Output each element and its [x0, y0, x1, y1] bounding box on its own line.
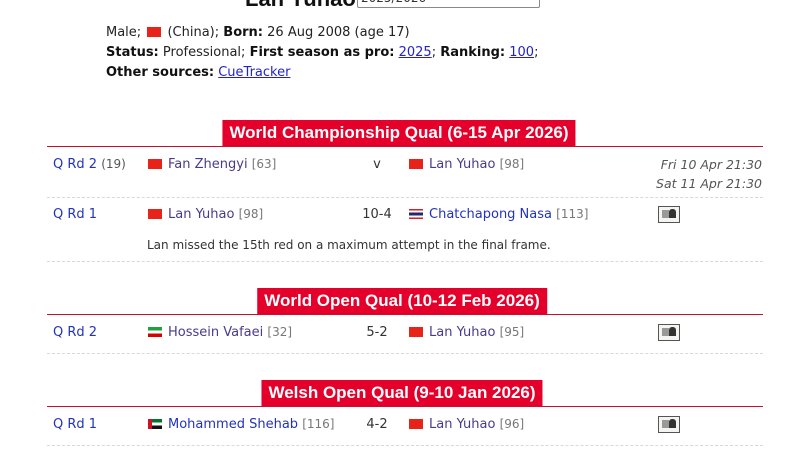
player-1[interactable]: Mohammed Shehab [116]	[148, 417, 334, 432]
frame-scores-icon[interactable]	[658, 206, 680, 223]
profile-line-1: Male; (China); Born: 26 Aug 2008 (age 17…	[106, 25, 410, 40]
event-header[interactable]: World Open Qual (10-12 Feb 2026)	[257, 288, 547, 314]
player-2[interactable]: Lan Yuhao [95]	[409, 325, 524, 340]
player-2[interactable]: Lan Yuhao [96]	[409, 417, 524, 432]
round-link[interactable]: Q Rd 1	[53, 417, 98, 432]
thailand-flag-icon	[409, 209, 423, 219]
iran-flag-icon	[148, 327, 162, 337]
cuetracker-link[interactable]: CueTracker	[218, 65, 291, 80]
match-score: v	[373, 157, 381, 172]
match-score: 5-2	[366, 325, 388, 340]
row-divider	[47, 261, 763, 262]
round-link[interactable]: Q Rd 1	[53, 207, 98, 222]
player-1[interactable]: Fan Zhengyi [63]	[148, 157, 276, 172]
china-flag-icon	[147, 27, 162, 37]
event-header[interactable]: Welsh Open Qual (9-10 Jan 2026)	[261, 380, 543, 406]
row-divider	[47, 197, 763, 198]
section-divider	[47, 406, 763, 407]
row-divider	[47, 445, 763, 446]
match-note: Lan missed the 15th red on a maximum att…	[147, 238, 551, 252]
round-link[interactable]: Q Rd 2 (19)	[53, 157, 126, 172]
player-1[interactable]: Lan Yuhao [98]	[148, 207, 263, 222]
profile-line-2: Status: Professional; First season as pr…	[106, 45, 539, 60]
china-flag-icon	[148, 209, 162, 219]
round-link[interactable]: Q Rd 2	[53, 325, 98, 340]
match-score: 10-4	[362, 207, 392, 222]
frame-scores-icon[interactable]	[658, 416, 680, 433]
row-divider	[47, 353, 763, 354]
player-1[interactable]: Hossein Vafaei [32]	[148, 325, 292, 340]
match-score: 4-2	[366, 417, 388, 432]
profile-line-3: Other sources: CueTracker	[106, 65, 291, 80]
match-date: Fri 10 Apr 21:30	[660, 157, 762, 172]
china-flag-icon	[409, 419, 423, 429]
player-2[interactable]: Chatchapong Nasa [113]	[409, 207, 588, 222]
match-date: Sat 11 Apr 21:30	[656, 176, 762, 191]
china-flag-icon	[409, 327, 423, 337]
section-divider	[47, 314, 763, 315]
page-title: Lan Yuhao	[245, 0, 356, 12]
ranking-link[interactable]: 100	[509, 45, 535, 60]
first-season-link[interactable]: 2025	[398, 45, 432, 60]
season-select[interactable]: 2025/2026	[357, 0, 540, 8]
uae-flag-icon	[148, 419, 162, 429]
section-divider	[47, 146, 763, 147]
event-header[interactable]: World Championship Qual (6-15 Apr 2026)	[222, 120, 576, 146]
frame-scores-icon[interactable]	[658, 324, 680, 341]
player-2[interactable]: Lan Yuhao [98]	[409, 157, 524, 172]
china-flag-icon	[148, 159, 162, 169]
china-flag-icon	[409, 159, 423, 169]
